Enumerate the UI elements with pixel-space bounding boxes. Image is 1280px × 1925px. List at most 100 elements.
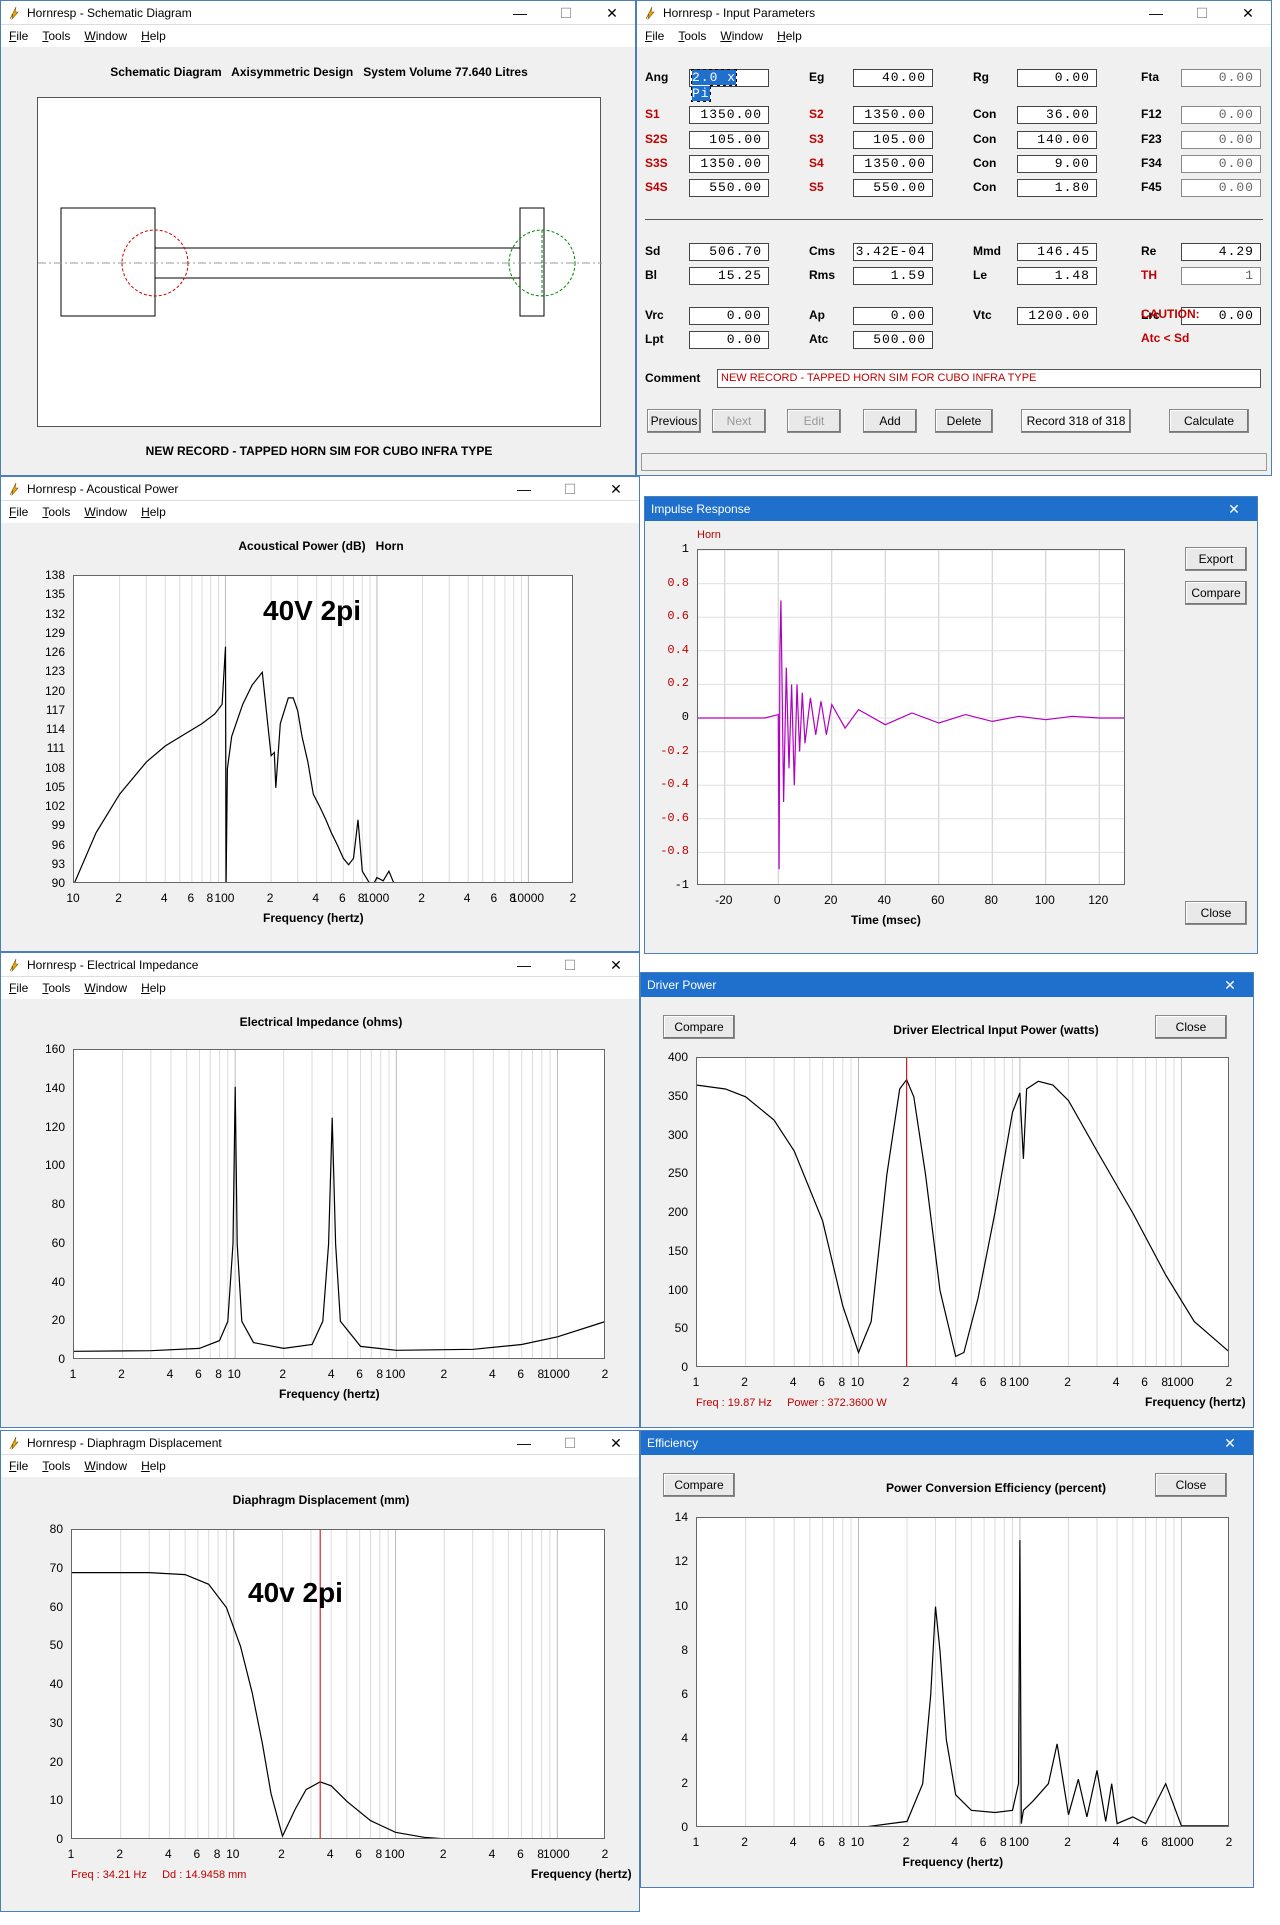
menu-tools[interactable]: Tools (42, 981, 71, 995)
param-field-cms[interactable]: 3.42E-04 (853, 243, 933, 261)
param-label-s1: S1 (645, 107, 660, 121)
x-tick-label: 4 (951, 1375, 959, 1389)
delete-button[interactable]: Delete (935, 409, 993, 433)
close-button[interactable]: Close (1185, 901, 1247, 925)
comment-field[interactable]: NEW RECORD - TAPPED HORN SIM FOR CUBO IN… (717, 369, 1261, 388)
param-field-rg[interactable]: 0.00 (1017, 69, 1097, 87)
param-field-bl[interactable]: 15.25 (689, 267, 769, 285)
param-field-sd[interactable]: 506.70 (689, 243, 769, 261)
param-field-le[interactable]: 1.48 (1017, 267, 1097, 285)
menu-help[interactable]: Help (141, 981, 166, 995)
close-icon[interactable]: ✕ (606, 4, 618, 21)
menu-file[interactable]: File (9, 505, 29, 519)
minimize-icon[interactable]: — (513, 4, 527, 21)
param-field-lrc[interactable]: 0.00 (1181, 307, 1261, 325)
param-field-fta[interactable]: 0.00 (1181, 69, 1261, 87)
menu-window[interactable]: Window (84, 29, 128, 43)
param-field-con[interactable]: 36.00 (1017, 106, 1097, 124)
y-tick-label: 123 (44, 664, 65, 679)
minimize-icon[interactable]: — (1149, 4, 1163, 21)
param-field-s3s[interactable]: 1350.00 (689, 155, 769, 173)
x-tick-label: 2 (902, 1375, 910, 1389)
x-tick-label: 4 (166, 1367, 174, 1381)
param-field-con[interactable]: 9.00 (1017, 155, 1097, 173)
param-field-f45[interactable]: 0.00 (1181, 179, 1261, 197)
edit-button[interactable]: Edit (787, 409, 841, 433)
menu-file[interactable]: File (9, 981, 29, 995)
param-field-s4s[interactable]: 550.00 (689, 179, 769, 197)
param-field-selected-text: 2.0 x Pi (690, 69, 738, 102)
close-icon[interactable]: ✕ (1228, 501, 1240, 517)
menu-window[interactable]: Window (84, 1459, 128, 1473)
menu-help[interactable]: Help (141, 1459, 166, 1473)
close-icon[interactable]: ✕ (610, 1434, 622, 1451)
minimize-icon[interactable]: — (517, 480, 531, 497)
next-button[interactable]: Next (712, 409, 766, 433)
x-tick-label: 2 (279, 1367, 287, 1381)
compare-button[interactable]: Compare (663, 1015, 735, 1039)
param-field-s5[interactable]: 550.00 (853, 179, 933, 197)
y-tick-label: 2 (681, 1775, 688, 1790)
menu-file[interactable]: File (645, 29, 665, 43)
param-field-s2s[interactable]: 105.00 (689, 131, 769, 149)
param-field-f34[interactable]: 0.00 (1181, 155, 1261, 173)
close-icon[interactable]: ✕ (1224, 1435, 1236, 1451)
previous-button[interactable]: Previous (647, 409, 701, 433)
close-button[interactable]: Close (1155, 1473, 1227, 1497)
menu-tools[interactable]: Tools (42, 29, 71, 43)
close-icon[interactable]: ✕ (1242, 4, 1254, 21)
param-field-ap[interactable]: 0.00 (853, 307, 933, 325)
param-field-atc[interactable]: 500.00 (853, 331, 933, 349)
maximize-icon[interactable]: ☐ (559, 4, 573, 21)
y-tick-label: 120 (44, 683, 65, 698)
menu-help[interactable]: Help (141, 29, 166, 43)
minimize-icon[interactable]: — (517, 956, 531, 973)
menu-tools[interactable]: Tools (42, 1459, 71, 1473)
menu-file[interactable]: File (9, 29, 29, 43)
maximize-icon[interactable]: ☐ (563, 956, 577, 973)
close-icon[interactable]: ✕ (610, 480, 622, 497)
x-tick-label: 10 (66, 891, 80, 905)
param-field-rms[interactable]: 1.59 (853, 267, 933, 285)
param-field-s2[interactable]: 1350.00 (853, 106, 933, 124)
menu-window[interactable]: Window (84, 505, 128, 519)
param-field-re[interactable]: 4.29 (1181, 243, 1261, 261)
close-icon[interactable]: ✕ (610, 956, 622, 973)
param-field-vrc[interactable]: 0.00 (689, 307, 769, 325)
param-field-s1[interactable]: 1350.00 (689, 106, 769, 124)
param-field-th[interactable]: 1 (1181, 267, 1261, 285)
maximize-icon[interactable]: ☐ (563, 1434, 577, 1451)
close-icon[interactable]: ✕ (1224, 977, 1236, 993)
menu-help[interactable]: Help (777, 29, 802, 43)
add-button[interactable]: Add (863, 409, 917, 433)
param-field-f12[interactable]: 0.00 (1181, 106, 1261, 124)
maximize-icon[interactable]: ☐ (1195, 4, 1209, 21)
compare-button[interactable]: Compare (1185, 581, 1247, 605)
menu-tools[interactable]: Tools (42, 505, 71, 519)
param-label-cms: Cms (809, 244, 836, 258)
menu-tools[interactable]: Tools (678, 29, 707, 43)
minimize-icon[interactable]: — (517, 1434, 531, 1451)
param-field-ang[interactable]: 2.0 x Pi (689, 69, 769, 102)
menu-window[interactable]: Window (84, 981, 128, 995)
export-button[interactable]: Export (1185, 547, 1247, 571)
param-field-eg[interactable]: 40.00 (853, 69, 933, 87)
x-tick-label: 6 (356, 1367, 363, 1381)
maximize-icon[interactable]: ☐ (563, 480, 577, 497)
calculate-button[interactable]: Calculate (1169, 409, 1249, 433)
param-field-con[interactable]: 140.00 (1017, 131, 1097, 149)
menu-window[interactable]: Window (720, 29, 764, 43)
param-field-con[interactable]: 1.80 (1017, 179, 1097, 197)
menu-bar: File Tools Window Help (637, 25, 1271, 47)
param-field-mmd[interactable]: 146.45 (1017, 243, 1097, 261)
param-field-s3[interactable]: 105.00 (853, 131, 933, 149)
menu-help[interactable]: Help (141, 505, 166, 519)
compare-button[interactable]: Compare (663, 1473, 735, 1497)
param-field-vtc[interactable]: 1200.00 (1017, 307, 1097, 325)
param-field-lpt[interactable]: 0.00 (689, 331, 769, 349)
menu-file[interactable]: File (9, 1459, 29, 1473)
chart-title: Power Conversion Efficiency (percent) (885, 1481, 1107, 1495)
param-field-s4[interactable]: 1350.00 (853, 155, 933, 173)
close-button[interactable]: Close (1155, 1015, 1227, 1039)
param-field-f23[interactable]: 0.00 (1181, 131, 1261, 149)
